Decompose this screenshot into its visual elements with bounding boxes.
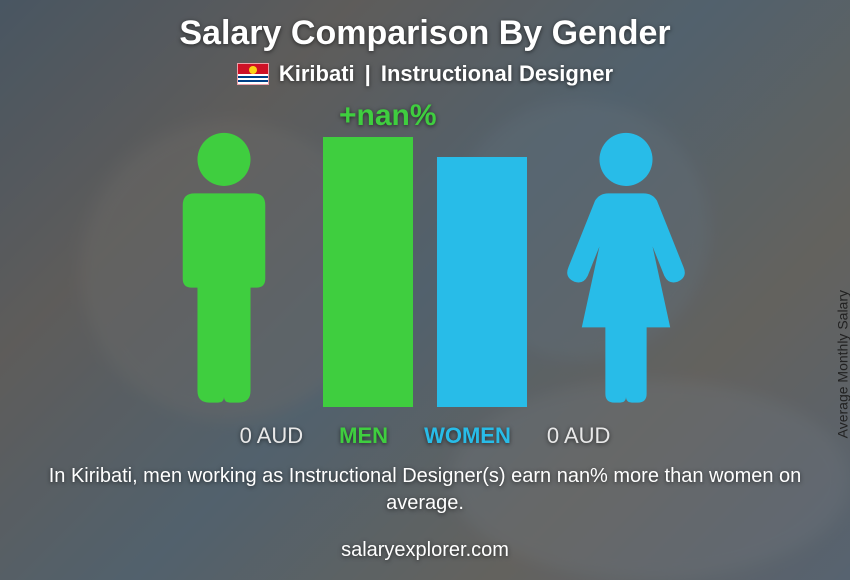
job-title-label: Instructional Designer: [381, 61, 613, 87]
man-icon: [149, 127, 299, 407]
delta-percentage-label: +nan%: [339, 99, 437, 133]
chart-area: +nan%: [0, 87, 850, 417]
separator: |: [365, 61, 371, 87]
women-bar: [437, 157, 527, 407]
footer-source: salaryexplorer.com: [341, 539, 509, 562]
labels-row: 0 AUD MEN WOMEN 0 AUD: [240, 423, 611, 449]
woman-icon: [551, 127, 701, 407]
infographic-content: Salary Comparison By Gender Kiribati | I…: [0, 0, 850, 580]
subtitle-row: Kiribati | Instructional Designer: [237, 61, 613, 87]
women-label: WOMEN: [424, 423, 511, 449]
men-bar: [323, 137, 413, 407]
men-label: MEN: [339, 423, 388, 449]
country-label: Kiribati: [279, 61, 355, 87]
men-value-label: 0 AUD: [240, 423, 304, 449]
kiribati-flag-icon: [237, 63, 269, 85]
summary-text: In Kiribati, men working as Instructiona…: [45, 463, 805, 517]
y-axis-label: Average Monthly Salary: [834, 290, 850, 438]
page-title: Salary Comparison By Gender: [179, 14, 670, 53]
women-value-label: 0 AUD: [547, 423, 611, 449]
